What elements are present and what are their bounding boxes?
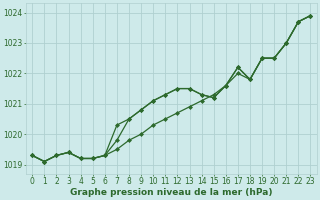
X-axis label: Graphe pression niveau de la mer (hPa): Graphe pression niveau de la mer (hPa) [70, 188, 273, 197]
